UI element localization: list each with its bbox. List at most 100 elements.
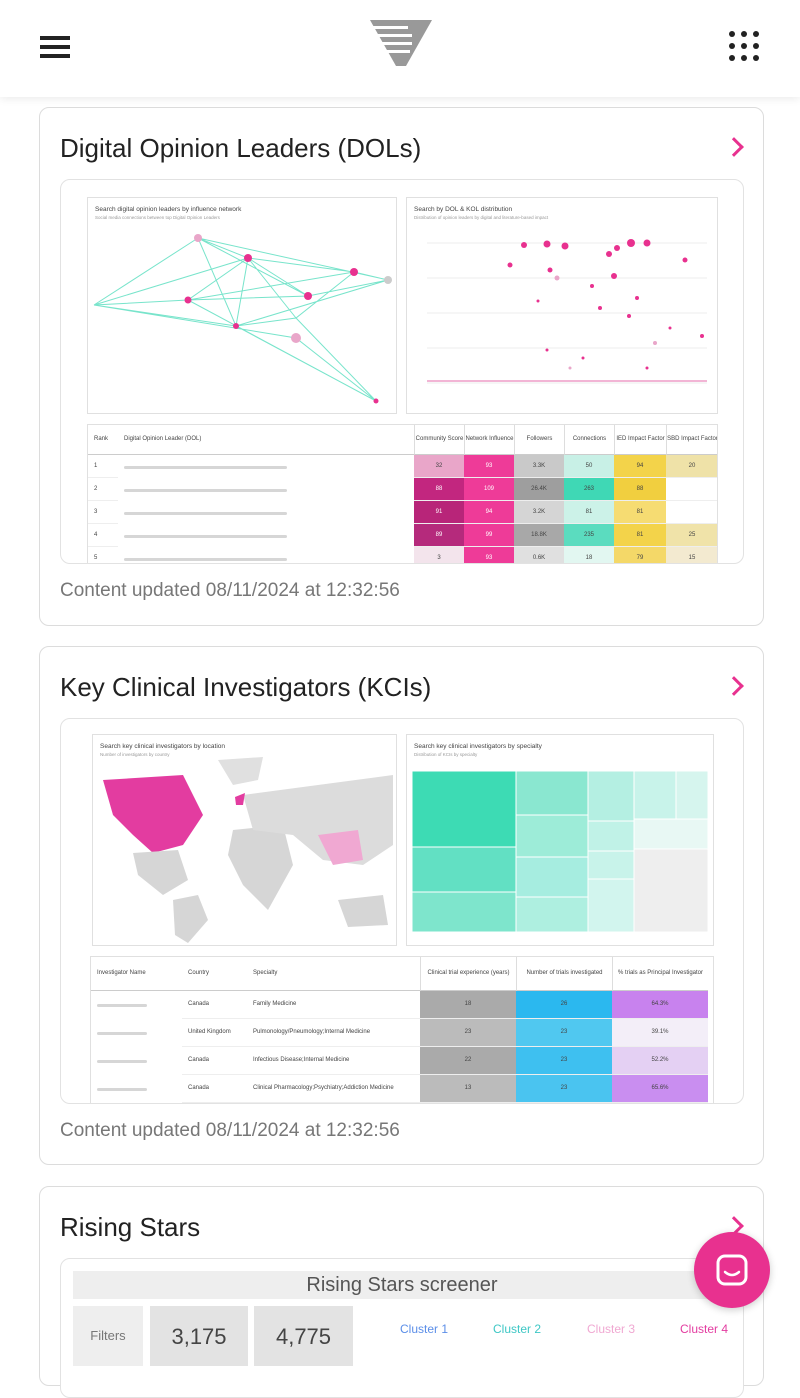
table-cell [666,501,717,524]
table-cell: 23 [516,1075,612,1103]
table-cell: 89 [414,524,464,547]
world-map [103,757,393,943]
filters-button[interactable]: Filters [73,1306,143,1366]
dol-card[interactable]: Digital Opinion Leaders (DOLs) Search di… [39,107,764,626]
table-cell: 93 [464,547,514,563]
menu-button[interactable] [40,34,72,62]
blurred-name [97,1088,148,1091]
table-cell: 22 [420,1047,516,1075]
table-cell: 263 [564,478,614,501]
blurred-name [124,511,287,515]
table-cell: 88 [414,478,464,501]
table-header: Specialty [247,957,420,991]
count: 4,775 [254,1306,353,1366]
table-cell: 23 [420,1019,516,1047]
thumbnail[interactable]: Search digital opinion leaders by influe… [60,179,744,564]
chat-icon [716,1254,748,1286]
table-cell: 13 [420,1075,516,1103]
table-cell: 23 [516,1047,612,1075]
dol-table: Rank Digital Opinion Leader (DOL) Communit… [87,424,718,563]
panel-title: Search key clinical investigators by spe… [414,743,542,750]
table-header: SBD Impact Factor [666,425,717,455]
table-cell: 65.6% [612,1075,708,1103]
card-title: Digital Opinion Leaders (DOLs) [60,133,422,163]
table-cell: Infectious Disease;Internal Medicine [247,1047,420,1075]
table-cell: 26 [516,991,612,1019]
table-header: Followers [514,425,564,455]
table-cell: 39.1% [612,1019,708,1047]
panel-title: Search by DOL & KOL distribution [414,206,513,213]
card-title: Key Clinical Investigators (KCIs) [60,672,432,702]
table-cell: 20 [666,455,717,478]
table-header: Number of trials investigated [516,957,612,991]
apps-button[interactable] [728,30,762,64]
table-cell: Pulmonology/Pneumology;Internal Medicine [247,1019,420,1047]
card-title: Rising Stars [60,1212,201,1242]
table-cell: 32 [414,455,464,478]
table-cell: 109 [464,478,514,501]
table-cell: 88 [614,478,666,501]
cluster-label: Cluster 4 [679,1322,729,1336]
blurred-name [124,488,287,492]
table-cell: 18 [564,547,614,563]
thumbnail[interactable]: Search key clinical investigators by loc… [60,718,744,1104]
table-cell: 2 [88,478,118,501]
chevron[interactable] [724,676,744,696]
table-cell: 52.2% [612,1047,708,1075]
table-cell: Canada [182,991,247,1019]
table-cell: 81 [564,501,614,524]
network-panel: Search digital opinion leaders by influe… [87,197,397,414]
blurred-name [97,1060,148,1063]
table-cell: 3 [414,547,464,563]
blurred-name [124,557,287,561]
table-cell: 4 [88,524,118,547]
table-cell: 3.3K [514,455,564,478]
thumbnail[interactable]: Rising Stars screener Filters 3,175 4,77… [60,1258,744,1398]
chevron[interactable] [724,137,744,157]
table-cell: 0.6K [514,547,564,563]
treemap-panel: Search key clinical investigators by spe… [406,734,714,946]
table-cell: 99 [464,524,514,547]
panel-title: Search digital opinion leaders by influe… [95,206,242,213]
blurred-name [124,534,287,538]
panel-subtitle: Distribution of opinion leaders by digit… [414,215,549,220]
table-cell: 79 [614,547,666,563]
app-header [0,0,800,97]
scatter-plot [427,239,707,384]
table-header: Digital Opinion Leader (DOL) [118,425,414,455]
blurred-name [97,1032,148,1035]
table-cell: 15 [666,547,717,563]
table-header: IED Impact Factor [614,425,666,455]
table-header: Clinical trial experience (years) [420,957,516,991]
updated-text: Content updated 08/11/2024 at 12:32:56 [60,1120,400,1141]
network-graph [93,234,392,404]
table-cell: 26.4K [514,478,564,501]
table-cell: 23 [516,1019,612,1047]
table-header: Investigator Name [91,957,182,991]
screener-title: Rising Stars screener [73,1271,731,1299]
table-cell: United Kingdom [182,1019,247,1047]
panel-subtitle: Number of investigators by country [100,752,170,757]
table-cell: 91 [414,501,464,524]
table-cell: 94 [614,455,666,478]
logo[interactable] [366,16,436,72]
table-header: Rank [88,425,118,455]
blurred-name [124,465,287,469]
scatter-panel: Search by DOL & KOL distribution Distrib… [406,197,718,414]
table-cell: 94 [464,501,514,524]
table-cell: 235 [564,524,614,547]
table-cell: Family Medicine [247,991,420,1019]
table-header: Country [182,957,247,991]
updated-text: Content updated 08/11/2024 at 12:32:56 [60,580,400,601]
table-header: Network Influence [464,425,514,455]
table-cell: 50 [564,455,614,478]
chat-button[interactable] [694,1232,770,1308]
treemap [411,770,709,933]
table-cell: 64.3% [612,991,708,1019]
table-cell: 81 [614,524,666,547]
table-header: % trials as Principal Investigator [612,957,708,991]
kci-card[interactable]: Key Clinical Investigators (KCIs) Search… [39,646,764,1165]
rising-stars-card[interactable]: Rising Stars Rising Stars screener Filte… [39,1186,764,1398]
cluster-label: Cluster 3 [586,1322,636,1336]
